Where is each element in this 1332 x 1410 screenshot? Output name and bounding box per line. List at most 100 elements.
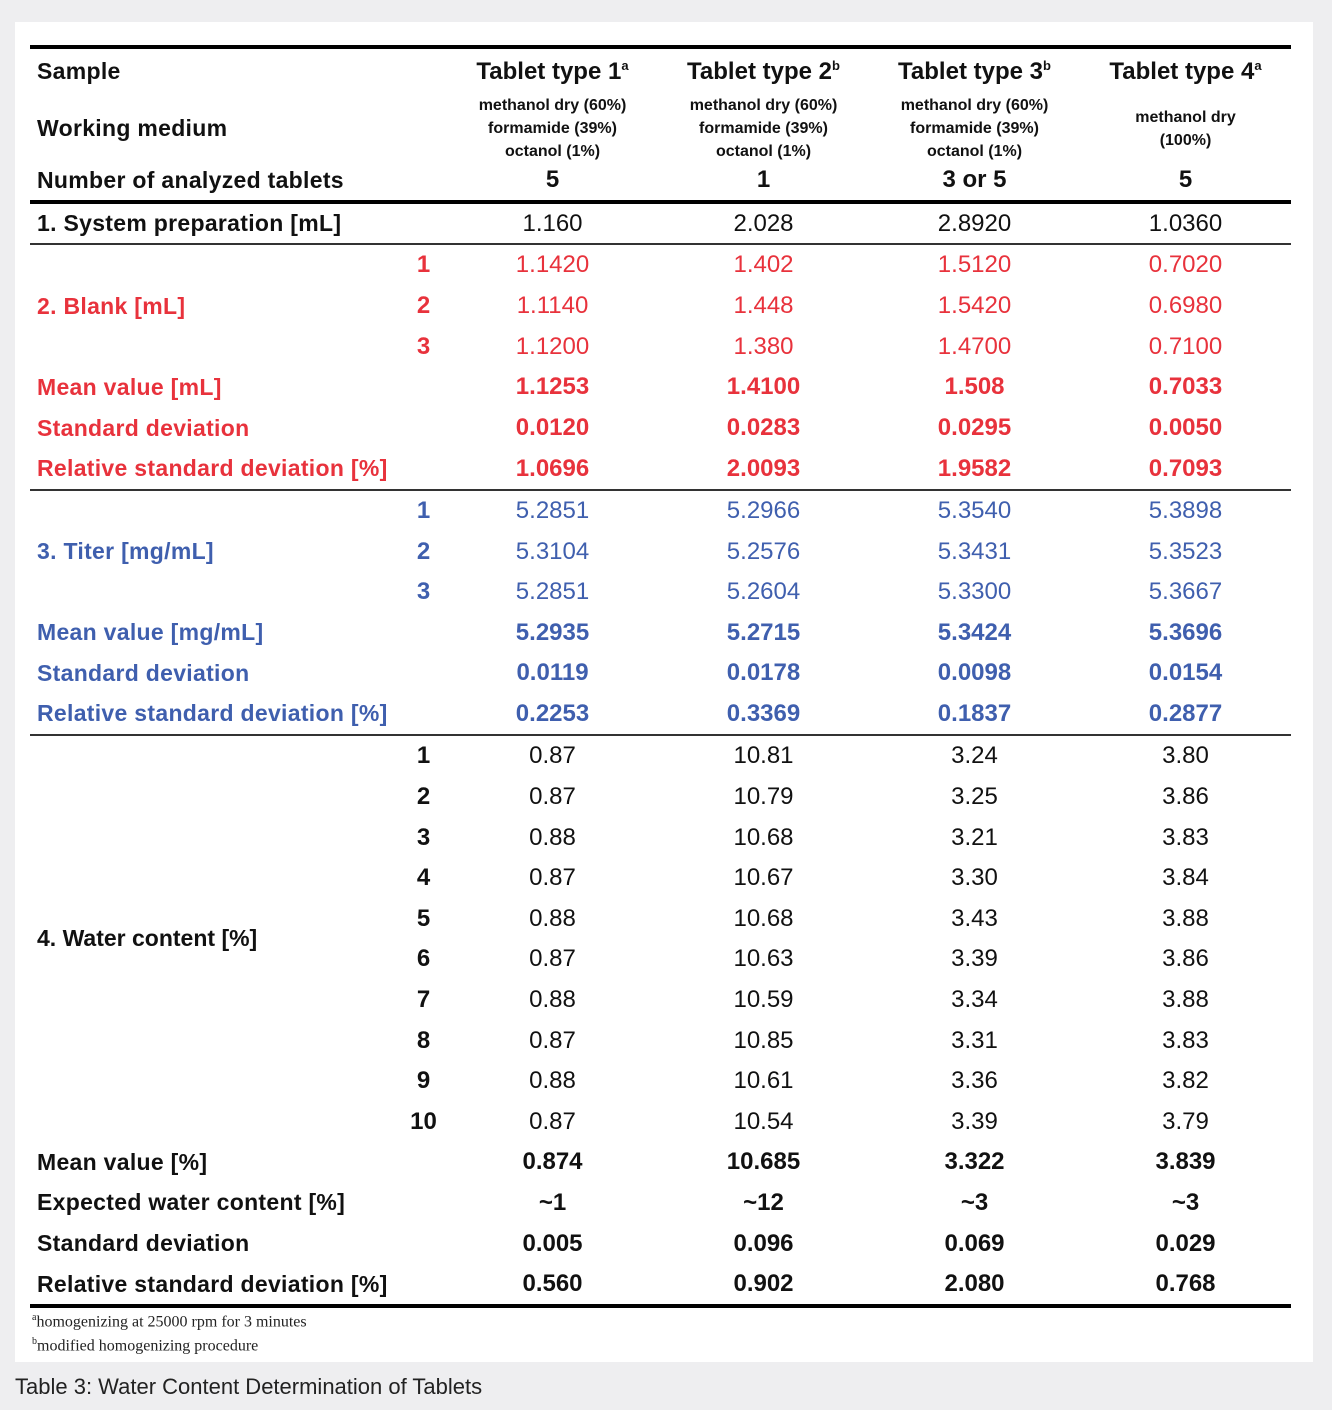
medium-line: methanol dry (60%) xyxy=(478,97,627,114)
column-title-text: Tablet type 4 xyxy=(1109,57,1255,85)
table-rule xyxy=(30,200,1291,204)
stat-value: 5.3424 xyxy=(937,618,1012,646)
water-stat-label: Standard deviation xyxy=(37,1230,250,1257)
table-panel xyxy=(15,22,1313,1362)
replicate-index: 6 xyxy=(416,945,431,973)
replicate-value: 3.79 xyxy=(1162,1107,1209,1135)
replicate-value: 3.88 xyxy=(1162,904,1209,932)
blank-stat-row: Relative standard deviation [%] 1.0696 2.0… xyxy=(30,448,1291,489)
system-value: 1.160 xyxy=(522,209,583,237)
replicate-index: 2 xyxy=(416,783,431,811)
stat-value: 0.2253 xyxy=(515,699,590,727)
working-medium-cell: methanol dry (60%) formamide (39%) octanol… xyxy=(658,94,869,163)
stat-value: 5.2715 xyxy=(726,618,801,646)
replicate-value: 0.7100 xyxy=(1148,332,1223,360)
replicate-value: 0.87 xyxy=(529,742,576,770)
stat-value: 1.9582 xyxy=(937,454,1012,482)
water-section-label: 4. Water content [%] xyxy=(37,925,258,951)
replicate-value: 1.1420 xyxy=(515,251,590,279)
header-medium-row: Working medium methanol dry (60%) formamid… xyxy=(30,94,1291,160)
replicate-value: 5.2851 xyxy=(515,578,590,606)
replicate-value: 1.448 xyxy=(733,292,794,320)
stat-value: 5.2935 xyxy=(515,618,590,646)
medium-line: methanol dry xyxy=(1135,108,1236,126)
stat-value: 0.768 xyxy=(1155,1270,1216,1298)
stat-value: 0.7033 xyxy=(1148,373,1223,401)
blank-replicate-row: 2. Blank [mL] 2 1.1140 1.448 1.5420 0.6980 xyxy=(30,286,1291,327)
header-sample-row: Sample Tablet type 1a Tablet type 2b Tablet… xyxy=(30,49,1291,94)
replicate-index: 10 xyxy=(410,1107,437,1135)
footnote-marker: b xyxy=(32,1336,37,1348)
blank-stat-row: Mean value [mL] 1.1253 1.4100 1.508 0.7033 xyxy=(30,367,1291,408)
replicate-value: 5.2851 xyxy=(515,497,590,525)
replicate-value: 1.1140 xyxy=(516,292,589,320)
replicate-index: 3 xyxy=(416,332,431,360)
replicate-value: 1.5120 xyxy=(937,251,1012,279)
replicate-value: 5.2576 xyxy=(726,537,801,565)
replicate-value: 10.67 xyxy=(733,864,794,892)
titer-stat-label: Standard deviation xyxy=(37,659,250,686)
replicate-index: 1 xyxy=(416,497,431,525)
replicate-index: 8 xyxy=(416,1026,431,1054)
water-replicate-row: 10 0.87 10.54 3.39 3.79 xyxy=(30,1101,1291,1142)
water-replicate-row: 7 0.88 10.59 3.34 3.88 xyxy=(30,980,1291,1021)
replicate-value: 0.87 xyxy=(529,783,576,811)
footnote-marker: a xyxy=(32,1312,37,1323)
replicate-value: 1.4700 xyxy=(937,332,1012,360)
replicate-value: 10.59 xyxy=(733,985,794,1013)
water-stat-label: Mean value [%] xyxy=(37,1148,208,1175)
tablet-count: 5 xyxy=(1178,166,1193,193)
table-rule xyxy=(30,1304,1291,1309)
replicate-value: 3.39 xyxy=(951,1107,998,1135)
replicate-value: 3.39 xyxy=(951,945,998,973)
replicate-value: 3.34 xyxy=(951,985,998,1013)
replicate-value: 10.79 xyxy=(733,783,794,811)
stat-value: 5.3696 xyxy=(1148,618,1223,646)
replicate-value: 5.3431 xyxy=(937,537,1012,565)
replicate-value: 0.7020 xyxy=(1148,251,1223,279)
working-medium-cell: methanol dry (60%) formamide (39%) octanol… xyxy=(869,94,1080,163)
replicate-value: 1.1200 xyxy=(515,332,590,360)
blank-stat-label: Relative standard deviation [%] xyxy=(37,455,388,482)
stat-value: 3.322 xyxy=(944,1148,1005,1176)
blank-replicate-row: 1 1.1420 1.402 1.5120 0.7020 xyxy=(30,245,1291,286)
replicate-value: 0.87 xyxy=(529,1107,576,1135)
footnote-text: homogenizing at 25000 rpm for 3 minutes xyxy=(36,1313,307,1331)
titer-section-label: 3. Titer [mg/mL] xyxy=(37,538,214,565)
stat-value: 0.0283 xyxy=(726,414,801,442)
table-rule xyxy=(30,489,1291,492)
replicate-index: 1 xyxy=(416,742,431,770)
working-medium-cell: methanol dry (100%) xyxy=(1080,106,1291,152)
titer-stat-row: Standard deviation 0.0119 0.0178 0.0098 0.01… xyxy=(30,653,1291,694)
replicate-value: 3.83 xyxy=(1162,823,1209,851)
replicate-value: 1.380 xyxy=(733,332,794,360)
replicate-index: 7 xyxy=(416,985,431,1013)
titer-replicate-row: 3 5.2851 5.2604 5.3300 5.3667 xyxy=(30,572,1291,613)
replicate-value: 0.6980 xyxy=(1148,292,1223,320)
replicate-value: 3.80 xyxy=(1162,742,1209,770)
tablet-count: 5 xyxy=(545,166,560,193)
titer-replicate-row: 3. Titer [mg/mL] 2 5.3104 5.2576 5.3431 5.352… xyxy=(30,532,1291,573)
water-content-table: Sample Tablet type 1a Tablet type 2b Tablet… xyxy=(30,45,1291,1309)
footnote-text: modified homogenizing procedure xyxy=(37,1337,259,1355)
replicate-index: 5 xyxy=(416,904,431,932)
replicate-value: 3.24 xyxy=(951,742,998,770)
medium-line: methanol dry (60%) xyxy=(900,97,1049,114)
replicate-value: 0.88 xyxy=(529,904,576,932)
table-rule xyxy=(30,45,1291,49)
replicate-index: 4 xyxy=(416,864,431,892)
footnote-marker: b xyxy=(1042,57,1051,73)
replicate-value: 3.86 xyxy=(1162,945,1209,973)
system-preparation-label: 1. System preparation [mL] xyxy=(37,210,342,236)
stat-value: 1.4100 xyxy=(726,373,801,401)
blank-stat-label: Standard deviation xyxy=(37,414,250,441)
system-value: 2.8920 xyxy=(937,209,1012,237)
footnotes: ahomogenizing at 25000 rpm for 3 minutes… xyxy=(32,1308,307,1357)
footnote-marker: a xyxy=(621,57,629,73)
replicate-value: 10.68 xyxy=(733,904,794,932)
medium-line: methanol dry (60%) xyxy=(689,97,838,114)
replicate-value: 5.2604 xyxy=(726,578,801,606)
replicate-index: 3 xyxy=(416,578,431,606)
table-rule xyxy=(30,243,1291,245)
footnote-marker: b xyxy=(831,57,840,73)
